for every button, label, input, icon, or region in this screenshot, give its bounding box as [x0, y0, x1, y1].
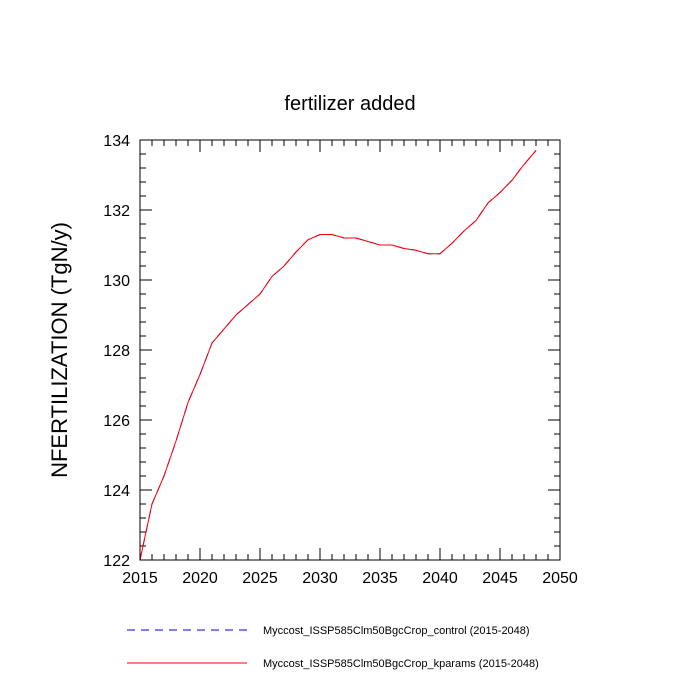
legend-label: Myccost_ISSP585Clm50BgcCrop_control (201…	[263, 625, 530, 637]
y-tick-label: 130	[103, 273, 130, 290]
x-tick-label: 2045	[482, 570, 518, 587]
plot-frame	[139, 139, 561, 561]
x-tick-label: 2025	[242, 570, 278, 587]
series-line-2	[139, 150, 537, 561]
y-tick-label: 124	[103, 483, 130, 500]
series-line-1	[139, 150, 537, 561]
y-tick-label: 126	[103, 413, 130, 430]
x-tick-label: 2050	[542, 570, 578, 587]
x-tick-label: 2020	[182, 570, 218, 587]
ticks-layer: 2015 2020 2025 2030 2035 2040 2045 2050 122 124 12…	[103, 133, 578, 587]
y-tick-label: 128	[103, 343, 130, 360]
x-tick-label: 2030	[302, 570, 338, 587]
legend: Myccost_ISSP585Clm50BgcCrop_control (201…	[127, 625, 539, 670]
lines-layer	[139, 150, 537, 561]
x-tick-label: 2040	[422, 570, 458, 587]
y-tick-label: 134	[103, 133, 130, 150]
y-tick-label: 122	[103, 553, 130, 570]
y-tick-label: 132	[103, 203, 130, 220]
legend-label: Myccost_ISSP585Clm50BgcCrop_kparams (201…	[263, 658, 539, 670]
x-tick-label: 2015	[122, 570, 158, 587]
x-tick-label: 2035	[362, 570, 398, 587]
chart-title: fertilizer added	[284, 93, 415, 115]
y-axis-label: NFERTILIZATION (TgN/y)	[47, 222, 72, 478]
